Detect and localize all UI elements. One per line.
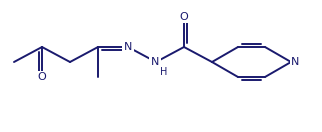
Text: N: N (124, 42, 132, 52)
Text: N: N (151, 57, 159, 67)
Text: O: O (38, 72, 46, 82)
Text: N: N (291, 57, 299, 67)
Text: O: O (180, 12, 188, 22)
Text: H: H (160, 67, 168, 77)
